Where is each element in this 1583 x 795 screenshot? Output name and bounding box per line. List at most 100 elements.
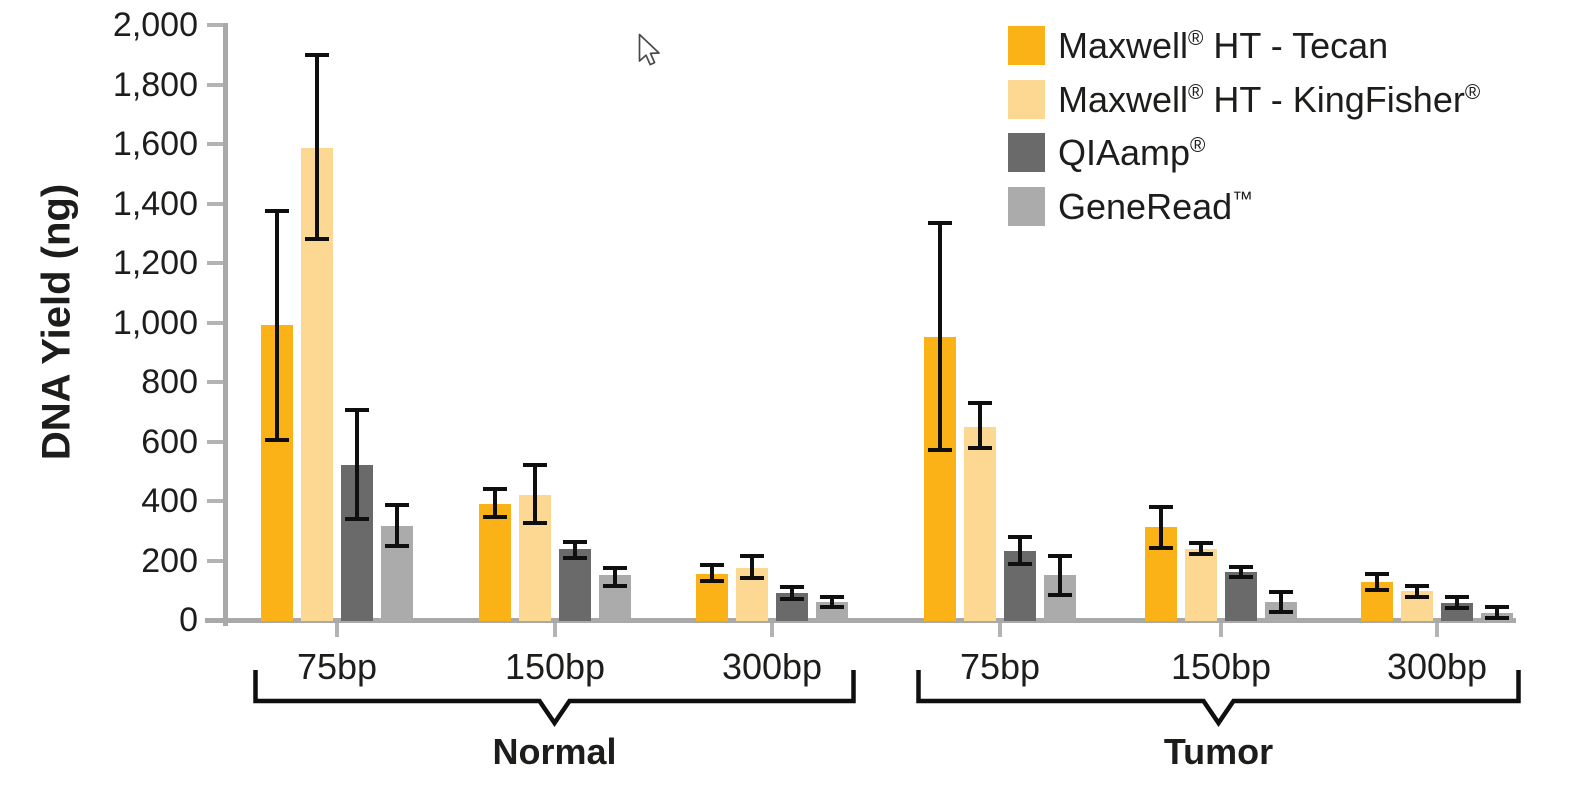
error-bar-cap-bottom: [345, 516, 369, 521]
section-label-normal: Normal: [492, 731, 617, 772]
bar-1-normal-150bp: [479, 503, 511, 621]
section-bracket: [253, 670, 856, 727]
legend-item: Maxwell® HT - KingFisher®: [1008, 80, 1480, 119]
error-bar-line: [1058, 556, 1062, 595]
error-bar-cap-top: [385, 503, 409, 508]
error-bar-line: [978, 402, 982, 449]
error-bar-line: [493, 489, 497, 518]
y-axis-tick-label: 200: [141, 541, 198, 580]
x-axis-group-tick: [335, 623, 339, 637]
error-bar-cap-bottom: [1008, 562, 1032, 567]
x-axis-group-tick: [770, 623, 774, 637]
error-bar-line: [1199, 542, 1203, 554]
legend-swatch: [1008, 80, 1045, 119]
error-bar-cap-bottom: [1405, 594, 1429, 599]
error-bar-line: [938, 222, 942, 451]
x-axis-group-tick: [1435, 623, 1439, 637]
x-axis-group-tick: [1219, 623, 1223, 637]
error-bar-cap-top: [1189, 540, 1213, 545]
error-bar-cap-bottom: [385, 543, 409, 548]
error-bar-cap-top: [1269, 590, 1293, 595]
y-axis-tick: [207, 499, 223, 503]
error-bar-cap-bottom: [265, 438, 289, 442]
legend-item: QIAamp®: [1008, 133, 1205, 172]
legend-swatch: [1008, 26, 1045, 65]
error-bar-cap-top: [1485, 604, 1509, 609]
x-axis-group-label: 75bp: [296, 646, 378, 687]
error-bar-line: [315, 54, 319, 240]
error-bar-line: [1159, 506, 1163, 548]
error-bar-line: [355, 410, 359, 519]
x-axis-line: [205, 618, 1516, 623]
error-bar-line: [573, 542, 577, 558]
error-bar-cap-bottom: [603, 583, 627, 588]
error-bar-cap-top: [1405, 584, 1429, 589]
bar-3-tumor-150bp: [1225, 572, 1257, 621]
legend-swatch: [1008, 187, 1045, 226]
error-bar-cap-top: [563, 540, 587, 545]
error-bar-line: [533, 465, 537, 524]
error-bar-cap-bottom: [1189, 551, 1213, 556]
error-bar-line: [790, 587, 794, 599]
error-bar-cap-top: [820, 594, 844, 599]
error-bar-cap-bottom: [1269, 609, 1293, 614]
x-axis-group-label: 150bp: [1170, 646, 1272, 687]
legend-item: Maxwell® HT - Tecan: [1008, 26, 1388, 65]
x-axis-group-label: 300bp: [1386, 646, 1488, 687]
x-axis-group-tick: [998, 623, 1002, 637]
y-axis-tick: [207, 23, 223, 27]
error-bar-cap-top: [265, 208, 289, 213]
error-bar-line: [1239, 567, 1243, 577]
x-axis-group-tick: [553, 623, 557, 637]
y-axis-tick-label: 800: [141, 363, 198, 401]
error-bar-cap-bottom: [1365, 588, 1389, 593]
error-bar-cap-top: [700, 562, 724, 567]
legend-swatch: [1008, 133, 1045, 172]
y-axis-tick-label: 1,000: [112, 303, 198, 342]
error-bar-cap-bottom: [563, 555, 587, 560]
error-bar-cap-top: [305, 52, 329, 57]
error-bar-line: [1279, 592, 1283, 612]
error-bar-cap-bottom: [740, 576, 764, 581]
error-bar-cap-top: [345, 408, 369, 413]
error-bar-cap-bottom: [1149, 546, 1173, 550]
error-bar-cap-bottom: [820, 604, 844, 609]
error-bar-line: [830, 596, 834, 607]
error-bar-cap-bottom: [1048, 592, 1072, 597]
y-axis-tick: [207, 320, 223, 325]
section-label-tumor: Tumor: [1163, 731, 1274, 772]
y-axis-tick-label: 1,800: [112, 65, 198, 104]
legend-label: Maxwell® HT - KingFisher®: [1058, 78, 1481, 120]
y-axis-tick: [207, 439, 223, 444]
error-bar-cap-bottom: [305, 237, 329, 242]
error-bar-cap-bottom: [483, 515, 507, 520]
error-bar-cap-top: [603, 565, 627, 570]
legend-label: QIAamp®: [1058, 131, 1206, 173]
error-bar-cap-top: [968, 400, 992, 405]
bar-2-tumor-75bp: [964, 426, 996, 621]
y-axis-tick-label: 1,200: [112, 244, 198, 282]
y-axis-tick-label: 2,000: [112, 6, 198, 44]
error-bar-line: [613, 567, 617, 586]
error-bar-line: [395, 505, 399, 546]
error-bar-cap-top: [1008, 535, 1032, 540]
error-bar-cap-top: [1048, 554, 1072, 559]
y-axis-tick-label: 1,400: [112, 184, 198, 223]
x-axis-group-label: 150bp: [504, 646, 606, 687]
y-axis-tick-label: 1,600: [112, 125, 198, 163]
error-bar-cap-bottom: [968, 446, 992, 451]
error-bar-cap-top: [780, 585, 804, 590]
error-bar-cap-top: [483, 487, 507, 492]
y-axis-tick: [207, 261, 223, 265]
legend-label: Maxwell® HT - Tecan: [1058, 24, 1389, 66]
error-bar-line: [1375, 573, 1379, 591]
error-bar-cap-top: [1149, 504, 1173, 509]
error-bar-line: [1415, 586, 1419, 597]
error-bar-cap-top: [523, 463, 547, 468]
error-bar-line: [750, 556, 754, 579]
y-axis-tick: [207, 142, 223, 146]
error-bar-cap-bottom: [928, 448, 952, 453]
y-axis-tick: [207, 201, 223, 206]
y-axis-tick-label: 0: [179, 601, 198, 639]
